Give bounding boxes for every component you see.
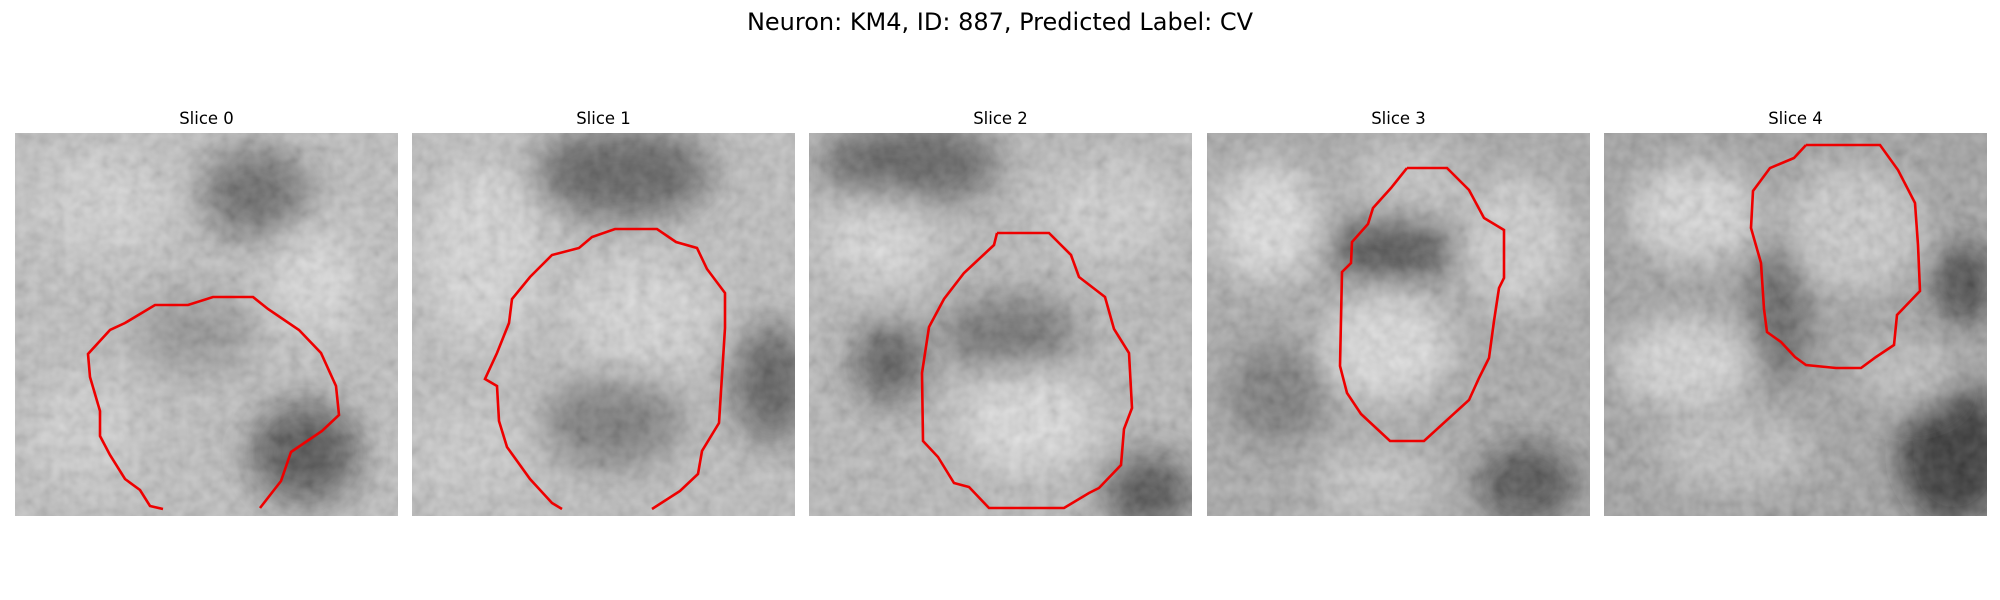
slice-panel-1: Slice 1 [412,108,795,516]
slice-title-1: Slice 1 [576,109,631,128]
figure-title: Neuron: KM4, ID: 887, Predicted Label: C… [746,8,1254,36]
slice-image-2 [809,133,1192,516]
slice-panel-0: Slice 0 [15,108,398,516]
contour-outline [86,295,341,511]
slice-title-2: Slice 2 [973,109,1028,128]
slice-title-4: Slice 4 [1768,109,1823,128]
slice-title-0: Slice 0 [179,109,234,128]
slice-image-3 [1207,133,1590,516]
contour-outline [483,227,727,511]
slice-image-4 [1604,133,1987,516]
slice-title-3: Slice 3 [1371,109,1426,128]
slice-panel-3: Slice 3 [1207,108,1590,516]
slice-panel-2: Slice 2 [809,108,1192,516]
contour-outline [1749,143,1922,370]
slice-image-0 [15,133,398,516]
contour-outline [1338,166,1506,443]
contour-outline [920,231,1134,510]
slice-image-1 [412,133,795,516]
slice-panel-4: Slice 4 [1604,108,1987,516]
